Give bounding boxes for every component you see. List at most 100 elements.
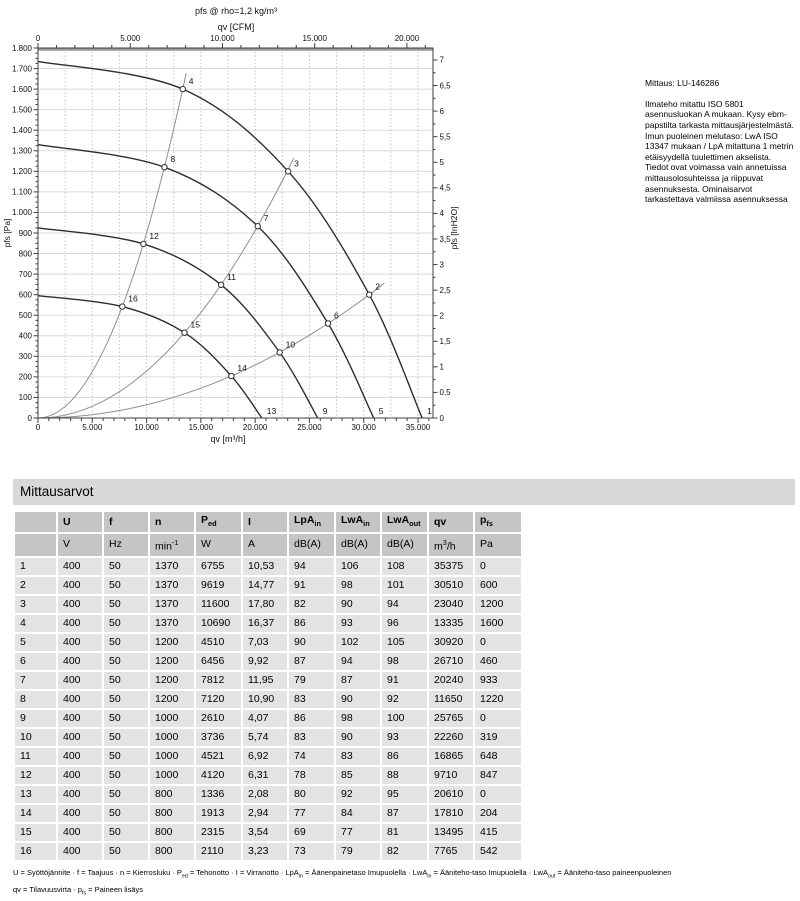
- value-cell: 400: [58, 690, 102, 708]
- value-cell: 1336: [196, 785, 241, 803]
- svg-text:5.000: 5.000: [82, 423, 103, 432]
- value-cell: 9619: [196, 576, 241, 594]
- value-cell: 90: [336, 690, 380, 708]
- system-resistance-lines: [37, 73, 385, 419]
- value-cell: 2,94: [243, 804, 287, 822]
- value-cell: 1913: [196, 804, 241, 822]
- row-index-cell: 4: [15, 614, 56, 632]
- svg-text:1.200: 1.200: [12, 167, 33, 176]
- value-cell: 9710: [429, 766, 473, 784]
- value-cell: 87: [336, 671, 380, 689]
- chart-titles: pfs @ rho=1,2 kg/m³ qv [CFM] qv [m³/h] pfs …: [2, 6, 459, 444]
- value-cell: 1200: [150, 671, 194, 689]
- value-cell: 6,92: [243, 747, 287, 765]
- header-cell: qv: [429, 512, 473, 533]
- unit-cell: m3/h: [429, 534, 473, 556]
- value-cell: 35375: [429, 557, 473, 575]
- value-cell: 106: [336, 557, 380, 575]
- svg-text:1.000: 1.000: [12, 208, 33, 217]
- value-cell: 9,92: [243, 652, 287, 670]
- value-cell: 13495: [429, 823, 473, 841]
- row-index-cell: 7: [15, 671, 56, 689]
- axis-tick-labels: 01002003004005006007008009001.0001.1001.…: [12, 34, 451, 432]
- value-cell: 2110: [196, 842, 241, 860]
- value-cell: 1200: [150, 690, 194, 708]
- unit-cell: dB(A): [382, 534, 427, 556]
- measurement-note-text: Ilmateho mitattu ISO 5801 asennusluokan …: [645, 98, 794, 205]
- header-cell: LwAout: [382, 512, 427, 533]
- value-cell: 26710: [429, 652, 473, 670]
- table-row: 11 400 50 1000 4521 6,92 74 83 86 16865 648: [15, 747, 521, 765]
- value-cell: 14,77: [243, 576, 287, 594]
- value-cell: 7765: [429, 842, 473, 860]
- value-cell: 4,07: [243, 709, 287, 727]
- legend-line-2: qv = Tilavuusvirta · pfs = Paineen lisäy…: [13, 885, 144, 897]
- svg-text:400: 400: [19, 332, 33, 341]
- row-index-cell: 8: [15, 690, 56, 708]
- table-row: 12 400 50 1000 4120 6,31 78 85 88 9710 847: [15, 766, 521, 784]
- value-cell: 86: [289, 709, 334, 727]
- value-cell: 1370: [150, 614, 194, 632]
- row-index-cell: 12: [15, 766, 56, 784]
- curve-end-label: 13: [267, 406, 277, 416]
- value-cell: 50: [104, 709, 148, 727]
- value-cell: 20610: [429, 785, 473, 803]
- value-cell: 98: [336, 709, 380, 727]
- svg-text:3,5: 3,5: [440, 235, 452, 244]
- value-cell: 79: [289, 671, 334, 689]
- svg-text:5,5: 5,5: [440, 132, 452, 141]
- table-row: 3 400 50 1370 11600 17,80 82 90 94 23040 1200: [15, 595, 521, 613]
- value-cell: 77: [336, 823, 380, 841]
- value-cell: 50: [104, 633, 148, 651]
- value-cell: 30920: [429, 633, 473, 651]
- header-cell: LwAin: [336, 512, 380, 533]
- value-cell: 90: [336, 595, 380, 613]
- section-title-bar: Mittausarvot: [13, 479, 795, 505]
- value-cell: 415: [475, 823, 521, 841]
- fan-chart-svg: 01002003004005006007008009001.0001.1001.…: [2, 6, 459, 444]
- value-cell: 847: [475, 766, 521, 784]
- value-cell: 400: [58, 633, 102, 651]
- unit-cell: V: [58, 534, 102, 556]
- value-cell: 74: [289, 747, 334, 765]
- value-cell: 400: [58, 709, 102, 727]
- operating-point-label: 7: [264, 213, 269, 223]
- value-cell: 50: [104, 747, 148, 765]
- svg-text:4: 4: [440, 209, 445, 218]
- value-cell: 1220: [475, 690, 521, 708]
- header-cell: I: [243, 512, 287, 533]
- value-cell: 84: [336, 804, 380, 822]
- value-cell: 50: [104, 671, 148, 689]
- svg-text:30.000: 30.000: [351, 423, 376, 432]
- operating-point-marker: [324, 320, 332, 327]
- operating-point-label: 16: [128, 294, 138, 304]
- svg-text:1,5: 1,5: [440, 337, 452, 346]
- value-cell: 79: [336, 842, 380, 860]
- table-row: 15 400 50 800 2315 3,54 69 77 81 13495 415: [15, 823, 521, 841]
- svg-text:4,5: 4,5: [440, 184, 452, 193]
- value-cell: 4120: [196, 766, 241, 784]
- header-cell: [15, 512, 56, 533]
- curve-end-label: 9: [323, 406, 328, 416]
- svg-text:1.600: 1.600: [12, 85, 33, 94]
- operating-point-marker: [179, 85, 186, 93]
- value-cell: 90: [289, 633, 334, 651]
- value-cell: 400: [58, 671, 102, 689]
- value-cell: 94: [336, 652, 380, 670]
- value-cell: 0: [475, 785, 521, 803]
- value-cell: 102: [336, 633, 380, 651]
- value-cell: 85: [336, 766, 380, 784]
- value-cell: 400: [58, 823, 102, 841]
- row-index-cell: 6: [15, 652, 56, 670]
- fan-curves: [37, 60, 423, 419]
- left-axis-label: pfs [Pa]: [2, 219, 12, 248]
- value-cell: 93: [336, 614, 380, 632]
- svg-text:1.300: 1.300: [12, 147, 33, 156]
- section-title: Mittausarvot: [20, 484, 94, 499]
- value-cell: 50: [104, 785, 148, 803]
- value-cell: 400: [58, 747, 102, 765]
- operating-point-marker: [276, 349, 283, 356]
- svg-text:20.000: 20.000: [243, 423, 268, 432]
- svg-text:800: 800: [19, 249, 33, 258]
